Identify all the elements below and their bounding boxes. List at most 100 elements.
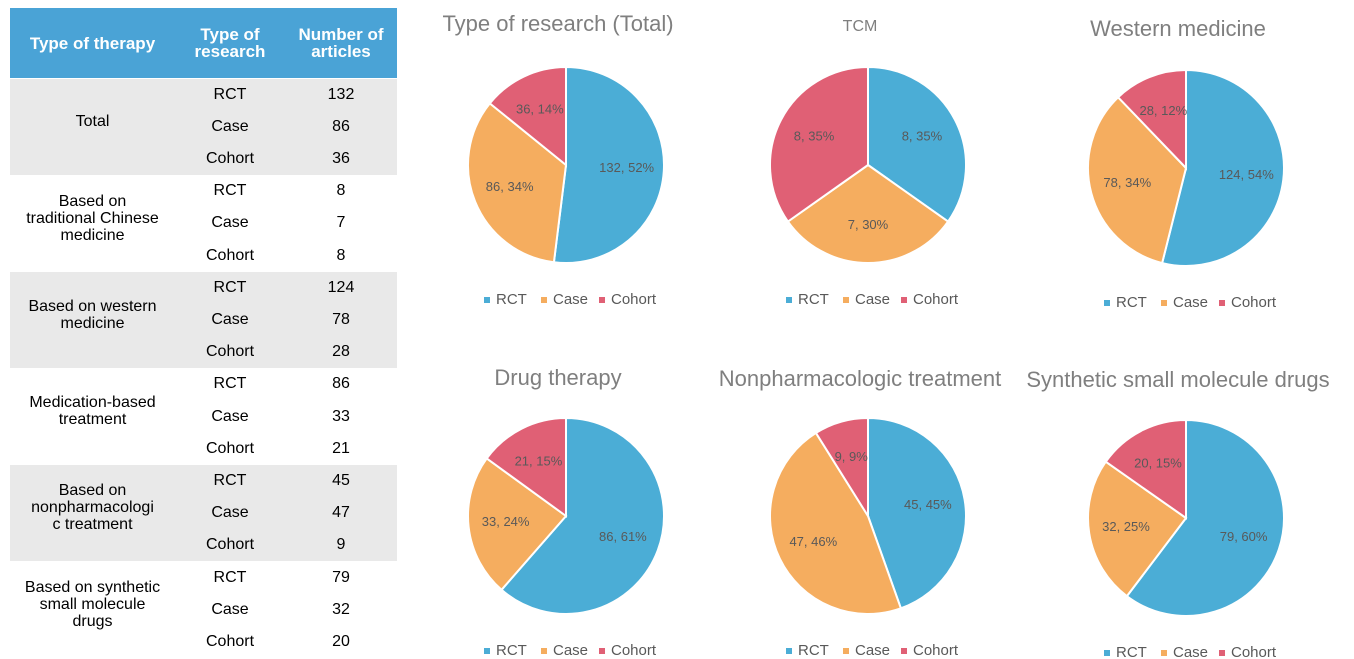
cell-text: 7 bbox=[336, 214, 346, 232]
count-cell: 8 bbox=[285, 239, 397, 271]
legend-swatch bbox=[484, 648, 490, 654]
legend-swatch bbox=[843, 648, 849, 654]
count-cell: 79 bbox=[285, 561, 397, 593]
research-cell: Cohort bbox=[175, 142, 285, 174]
pie-slice bbox=[769, 65, 869, 223]
cell-text: Cohort bbox=[205, 439, 255, 457]
research-cell: Cohort bbox=[175, 529, 285, 561]
legend-swatch bbox=[599, 297, 605, 303]
pie-slice bbox=[488, 65, 567, 168]
count-cell: 124 bbox=[285, 271, 397, 303]
data-label: 124, 54% bbox=[1219, 167, 1274, 182]
chart-title: Nonpharmacologic treatment bbox=[719, 366, 1001, 391]
group-row bbox=[10, 78, 397, 176]
chart-title: Western medicine bbox=[1090, 16, 1266, 41]
data-label: 78, 34% bbox=[1103, 175, 1151, 190]
pie-slice bbox=[1104, 418, 1187, 520]
legend-label: RCT bbox=[1116, 644, 1147, 658]
research-cell: Cohort bbox=[175, 336, 285, 368]
cell-text: 45 bbox=[332, 471, 350, 489]
cell-text: Case bbox=[211, 600, 249, 618]
cell-text: 79 bbox=[332, 568, 350, 586]
cell-text: Cohort bbox=[205, 343, 255, 361]
cell-text: 20 bbox=[332, 632, 350, 650]
legend-label: RCT bbox=[798, 291, 829, 308]
cell-text: Cohort bbox=[205, 536, 255, 554]
legend-swatch bbox=[1104, 300, 1110, 306]
cell-text: Type of therapy bbox=[29, 33, 156, 53]
cell-text: 47 bbox=[332, 504, 350, 522]
research-cell: Case bbox=[175, 207, 285, 239]
chart-title: Type of research (Total) bbox=[442, 11, 673, 36]
cell-text: 33 bbox=[332, 407, 350, 425]
data-label: 33, 24% bbox=[482, 514, 530, 529]
cell-text: 124 bbox=[327, 278, 355, 296]
therapy-cell: Based on western medicine bbox=[10, 271, 175, 358]
count-cell: 8 bbox=[285, 175, 397, 207]
cell-text: Case bbox=[211, 504, 249, 522]
pie-slice bbox=[1116, 68, 1187, 171]
legend-label: RCT bbox=[496, 291, 527, 308]
header-cell: Type of research bbox=[175, 8, 285, 78]
legend-label: Cohort bbox=[913, 642, 959, 658]
cell-text: 78 bbox=[332, 310, 350, 328]
data-label: 47, 46% bbox=[789, 534, 837, 549]
cell-text: RCT bbox=[213, 471, 247, 489]
data-label: 132, 52% bbox=[599, 160, 654, 175]
research-cell: RCT bbox=[175, 561, 285, 593]
research-cell: Case bbox=[175, 400, 285, 432]
cell-text: 8 bbox=[336, 246, 346, 264]
data-label: 79, 60% bbox=[1220, 529, 1268, 544]
count-cell: 33 bbox=[285, 400, 397, 432]
count-cell: 132 bbox=[285, 78, 397, 110]
research-cell: RCT bbox=[175, 175, 285, 207]
cell-text: Number of articles bbox=[298, 25, 384, 61]
data-label: 20, 15% bbox=[1134, 456, 1182, 471]
cell-text: 32 bbox=[332, 600, 350, 618]
research-cell: Case bbox=[175, 593, 285, 625]
data-label: 36, 14% bbox=[516, 102, 564, 117]
cell-text: RCT bbox=[213, 568, 247, 586]
cell-text: Medication-based treatment bbox=[29, 394, 156, 429]
cell-text: 8 bbox=[336, 182, 346, 200]
count-cell: 9 bbox=[285, 529, 397, 561]
legend-label: Case bbox=[1173, 294, 1208, 311]
research-cell: Cohort bbox=[175, 239, 285, 271]
cell-text: Based on synthetic small molecule drugs bbox=[24, 578, 161, 630]
data-label: 28, 12% bbox=[1139, 103, 1187, 118]
cell-text: Cohort bbox=[205, 632, 255, 650]
count-cell: 7 bbox=[285, 207, 397, 239]
count-cell: 47 bbox=[285, 497, 397, 529]
cell-text: Based on nonpharmacologic treatment bbox=[31, 482, 154, 534]
cell-text: 36 bbox=[332, 149, 350, 167]
group-row bbox=[10, 367, 397, 466]
legend-label: Case bbox=[553, 642, 588, 658]
count-cell: 86 bbox=[285, 368, 397, 400]
data-label: 45, 45% bbox=[904, 497, 952, 512]
legend-label: Case bbox=[855, 642, 890, 658]
research-cell: Case bbox=[175, 303, 285, 335]
research-cell: RCT bbox=[175, 271, 285, 303]
cell-text: Total bbox=[75, 112, 110, 130]
legend-label: RCT bbox=[798, 642, 829, 658]
group-row bbox=[10, 271, 397, 369]
research-cell: RCT bbox=[175, 78, 285, 110]
count-cell: 86 bbox=[285, 110, 397, 142]
legend-label: Cohort bbox=[611, 642, 657, 658]
pie-slice bbox=[467, 456, 568, 592]
pie-slice bbox=[500, 416, 665, 615]
cell-text: Case bbox=[211, 310, 249, 328]
legend-swatch bbox=[901, 297, 907, 303]
cell-text: RCT bbox=[213, 182, 247, 200]
cell-text: 21 bbox=[332, 439, 350, 457]
header-cell: Type of therapy bbox=[10, 8, 175, 78]
therapy-cell: Based on nonpharmacologic treatment bbox=[10, 464, 175, 551]
legend-label: RCT bbox=[496, 642, 527, 658]
count-cell: 78 bbox=[285, 303, 397, 335]
data-label: 32, 25% bbox=[1102, 519, 1150, 534]
pie-slice bbox=[1087, 95, 1188, 265]
cell-text: 28 bbox=[332, 343, 350, 361]
cell-text: Cohort bbox=[205, 149, 255, 167]
legend-label: Case bbox=[1173, 644, 1208, 658]
